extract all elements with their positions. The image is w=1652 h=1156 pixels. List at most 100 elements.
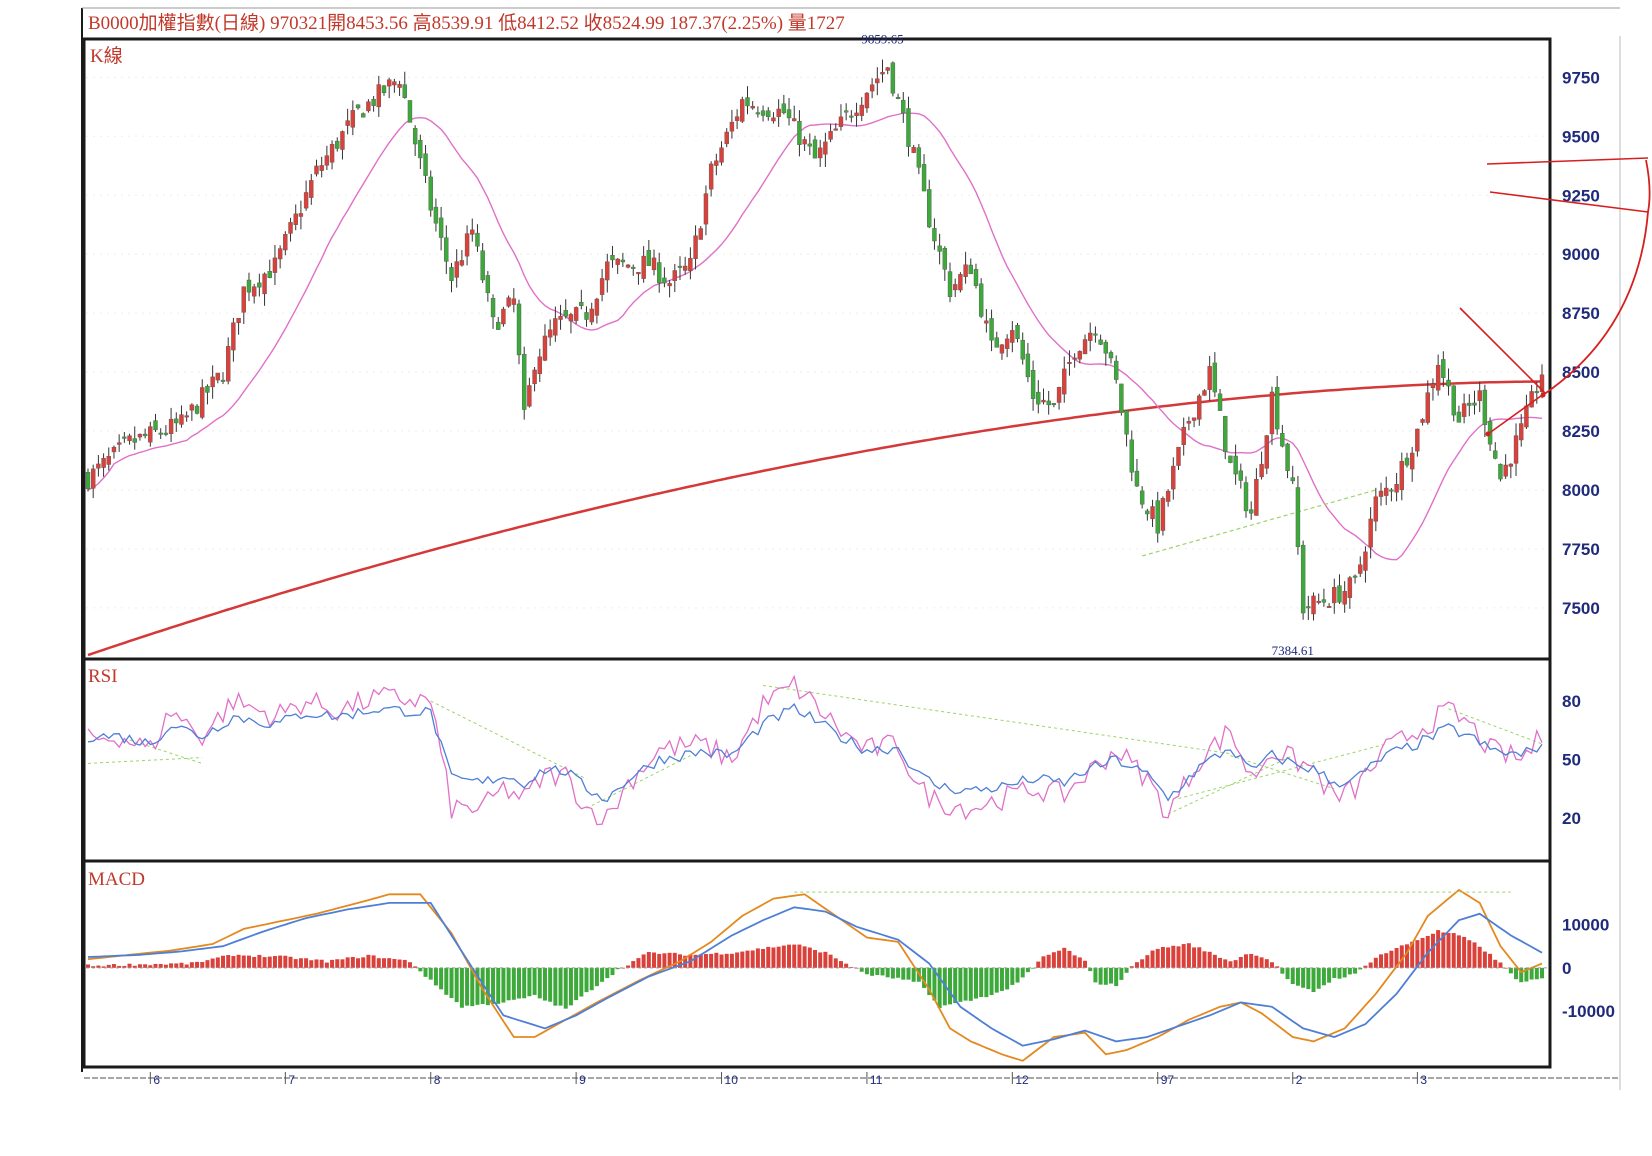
kline-y-tick-label: 7750 (1562, 540, 1600, 559)
candle (615, 258, 620, 275)
candle (610, 245, 615, 268)
macd-histogram-bar (371, 955, 376, 968)
macd-histogram-bar (1514, 967, 1519, 980)
rsi-trend-line (762, 684, 1231, 755)
candle (589, 302, 594, 325)
candle (734, 109, 740, 129)
candle (215, 372, 221, 384)
macd-histogram-bar (319, 959, 324, 968)
candle (895, 93, 901, 100)
candle (511, 288, 517, 313)
macd-histogram-bar (1088, 967, 1093, 972)
macd-histogram-bar (231, 956, 236, 968)
macd-histogram-bar (1456, 935, 1461, 968)
macd-histogram-bar (221, 955, 226, 968)
candle (958, 272, 963, 293)
macd-histogram-bar (132, 965, 137, 968)
candle (1300, 540, 1306, 620)
macd-histogram-bar (792, 944, 797, 968)
candle (407, 100, 413, 123)
macd-histogram (86, 930, 1544, 1009)
macd-histogram-bar (1347, 967, 1352, 975)
macd-histogram-bar (740, 951, 745, 968)
extreme-value-label: 7384.61 (1272, 643, 1314, 658)
macd-histogram-bar (184, 964, 189, 968)
macd-histogram-bar (553, 967, 558, 1006)
candle (1171, 457, 1176, 500)
candle (999, 343, 1005, 360)
candle (1451, 385, 1456, 422)
candle (90, 464, 96, 499)
macd-histogram-bar (278, 955, 283, 968)
candle (875, 67, 880, 96)
candle (381, 84, 387, 96)
macd-histogram-bar (1446, 933, 1451, 968)
macd-histogram-bar (1285, 967, 1290, 980)
macd-histogram-bar (91, 966, 96, 968)
x-axis: 6 7 8 9 10 11 12 97 2 3 (84, 1072, 1620, 1087)
candle (760, 105, 766, 122)
candle (444, 225, 449, 275)
macd-histogram-bar (766, 946, 771, 968)
macd-histogram-bar (169, 963, 174, 968)
macd-histogram-bar (797, 944, 802, 968)
candle (1347, 575, 1353, 609)
macd-histogram-bar (241, 955, 246, 968)
macd-histogram-bar (392, 959, 397, 968)
macd-histogram-bar (1306, 967, 1311, 990)
candle (1316, 593, 1321, 605)
macd-histogram-bar (735, 952, 740, 968)
rsi-y-tick-label: 80 (1562, 692, 1581, 711)
x-axis-month-label: 2 (1296, 1073, 1303, 1087)
candle (1508, 463, 1514, 479)
kline-y-tick-label: 9750 (1562, 68, 1600, 87)
candle (231, 317, 236, 362)
candle (667, 280, 672, 298)
candle (1513, 423, 1519, 477)
candle (148, 421, 153, 447)
macd-histogram-bar (361, 957, 366, 968)
macd-histogram-bar (1197, 947, 1202, 968)
kline-y-ticks: 9750 9500 9250 9000 8750 8500 8250 8000 7750 7500 (1562, 68, 1600, 617)
candle (823, 132, 828, 167)
macd-histogram-bar (413, 966, 418, 968)
rsi-trend-line (430, 700, 587, 780)
macd-histogram-bar (667, 952, 672, 968)
rsi-lines (87, 674, 1543, 826)
candle (724, 128, 729, 148)
candle (480, 243, 485, 283)
candle (1415, 428, 1420, 457)
macd-histogram-bar (345, 957, 350, 968)
candle (1072, 353, 1077, 368)
macd-histogram-bar (252, 956, 257, 968)
candle (1093, 326, 1098, 343)
candle (241, 286, 246, 324)
candle (314, 159, 319, 177)
macd-histogram-bar (246, 955, 251, 968)
macd-histogram-bar (1238, 957, 1243, 968)
markup-dot (1485, 431, 1491, 437)
macd-histogram-bar (210, 958, 215, 968)
macd-histogram-bar (636, 958, 641, 968)
candlesticks (85, 59, 1545, 621)
macd-histogram-bar (423, 967, 428, 977)
macd-histogram-bar (849, 967, 854, 968)
candle (501, 306, 506, 327)
macd-histogram-bar (641, 954, 646, 968)
macd-histogram-bar (433, 967, 438, 986)
macd-histogram-bar (776, 946, 781, 968)
candle (1389, 488, 1394, 502)
candle (309, 173, 314, 205)
macd-histogram-bar (948, 967, 953, 1005)
candle (963, 251, 968, 284)
candle (708, 161, 714, 197)
macd-histogram-bar (1462, 936, 1467, 968)
candle (916, 144, 922, 175)
candle (1493, 442, 1498, 460)
candle (200, 379, 205, 420)
macd-histogram-bar (454, 967, 459, 1003)
macd-histogram-bar (330, 959, 335, 968)
macd-histogram-bar (594, 967, 599, 987)
candle (267, 259, 272, 279)
kline-y-tick-label: 9500 (1562, 127, 1600, 146)
